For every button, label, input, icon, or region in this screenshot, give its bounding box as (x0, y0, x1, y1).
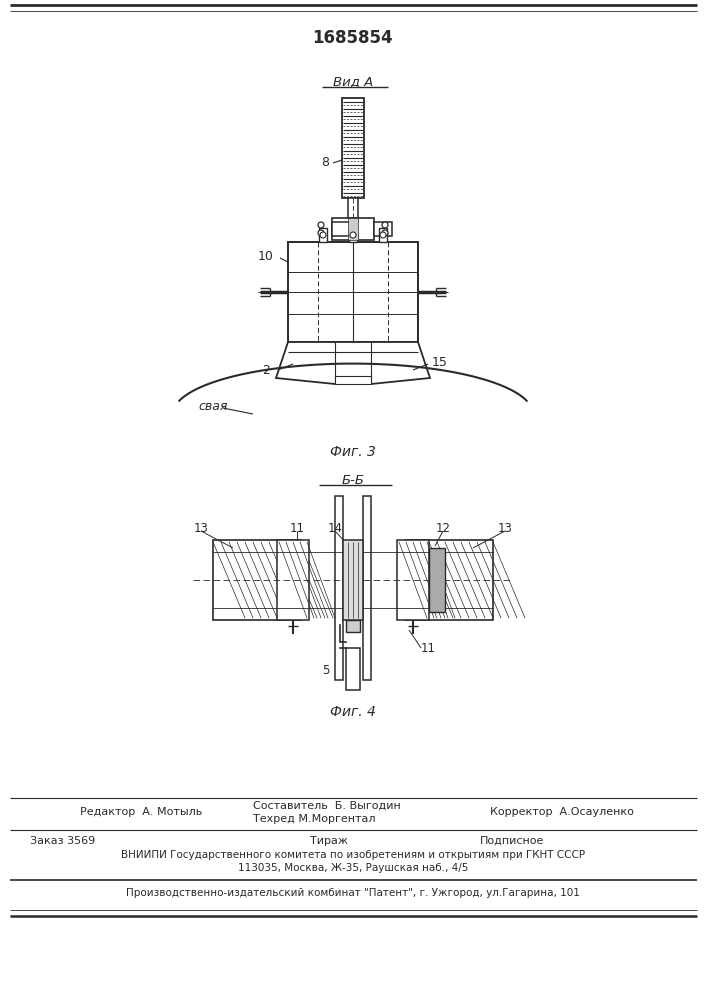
Text: Фиг. 4: Фиг. 4 (330, 705, 376, 719)
Bar (342, 98, 364, 198)
Text: Производственно-издательский комбинат "Патент", г. Ужгород, ул.Гагарина, 101: Производственно-издательский комбинат "П… (126, 888, 580, 898)
Text: Заказ 3569: Заказ 3569 (30, 836, 95, 846)
Text: 10: 10 (258, 249, 274, 262)
Text: Тираж: Тираж (310, 836, 348, 846)
Text: Вид А: Вид А (333, 76, 373, 89)
Bar (343, 540, 363, 620)
Circle shape (382, 222, 388, 228)
Bar (346, 648, 360, 690)
Bar (343, 186, 363, 190)
Bar (343, 144, 363, 148)
Text: Редактор  А. Мотыль: Редактор А. Мотыль (80, 807, 202, 817)
Circle shape (350, 232, 356, 238)
Bar (397, 540, 429, 620)
Text: Б-Б: Б-Б (341, 474, 365, 487)
Text: Составитель  Б. Выгодин: Составитель Б. Выгодин (253, 801, 401, 811)
Bar (213, 540, 301, 620)
Text: ВНИИПИ Государственного комитета по изобретениям и открытиям при ГКНТ СССР: ВНИИПИ Государственного комитета по изоб… (121, 850, 585, 860)
Text: 11: 11 (289, 522, 305, 534)
Text: 14: 14 (327, 522, 342, 534)
Text: 13: 13 (194, 522, 209, 534)
Text: 8: 8 (321, 155, 329, 168)
Text: Фиг. 3: Фиг. 3 (330, 445, 376, 459)
Bar (348, 198, 358, 218)
Circle shape (318, 222, 324, 228)
Bar (343, 172, 363, 176)
Text: 11: 11 (421, 642, 436, 654)
Bar (348, 218, 358, 240)
Bar (335, 376, 371, 384)
Circle shape (380, 232, 386, 238)
Text: 5: 5 (322, 664, 329, 676)
Text: 2: 2 (262, 363, 270, 376)
Bar (319, 228, 327, 242)
Bar (335, 496, 343, 680)
Text: свая: свая (198, 399, 228, 412)
Polygon shape (276, 342, 430, 384)
Text: 13: 13 (498, 522, 513, 534)
Text: Корректор  А.Осауленко: Корректор А.Осауленко (490, 807, 634, 817)
Bar (343, 130, 363, 134)
Bar (343, 116, 363, 120)
Bar (343, 102, 363, 106)
Bar (346, 620, 360, 632)
Text: 12: 12 (436, 522, 450, 534)
Circle shape (382, 230, 388, 236)
Bar (349, 228, 357, 242)
Text: 1685854: 1685854 (312, 29, 393, 47)
Bar (374, 222, 392, 236)
Circle shape (320, 232, 326, 238)
Bar (429, 548, 445, 612)
Bar (288, 242, 418, 342)
Bar (379, 228, 387, 242)
Bar (363, 496, 371, 680)
Text: 113035, Москва, Ж-35, Раушская наб., 4/5: 113035, Москва, Ж-35, Раушская наб., 4/5 (238, 863, 468, 873)
Bar (332, 222, 350, 236)
Text: 15: 15 (432, 356, 448, 368)
Text: Подписное: Подписное (480, 836, 544, 846)
Circle shape (318, 230, 324, 236)
Text: Техред М.Моргентал: Техред М.Моргентал (253, 814, 375, 824)
Bar (405, 540, 493, 620)
Bar (277, 540, 309, 620)
Bar (343, 158, 363, 162)
Bar (332, 218, 374, 240)
